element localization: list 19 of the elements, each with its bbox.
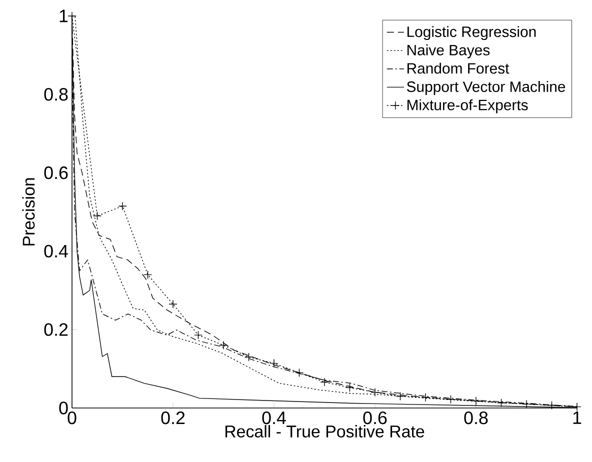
- x-tick-label: 0.6: [363, 411, 387, 424]
- x-tick-label: 1: [573, 412, 582, 424]
- y-tick-label: 0.6: [44, 166, 68, 180]
- y-tick-label: 0.2: [44, 323, 68, 336]
- x-tick-label: 0.2: [161, 411, 185, 424]
- legend-label: Support Vector Machine: [406, 81, 566, 95]
- y-tick-label: 0.4: [44, 244, 68, 258]
- legend-label: Mixture-of-Experts: [407, 99, 528, 114]
- legend-label: Logistic Regression: [407, 26, 536, 40]
- y-tick-label: 0: [59, 402, 68, 414]
- legend-label: Random Forest: [407, 62, 510, 74]
- x-tick-label: 0.4: [262, 411, 286, 424]
- legend-label: Naive Bayes: [407, 44, 490, 58]
- y-tick-label: 0.8: [44, 88, 68, 101]
- x-tick-label: 0: [68, 411, 76, 424]
- y-tick-label: 1: [60, 10, 68, 22]
- y-axis-title: Precision: [22, 178, 35, 246]
- x-axis-title: Recall - True Positive Rate: [226, 425, 424, 438]
- x-tick-label: 0.8: [464, 411, 488, 424]
